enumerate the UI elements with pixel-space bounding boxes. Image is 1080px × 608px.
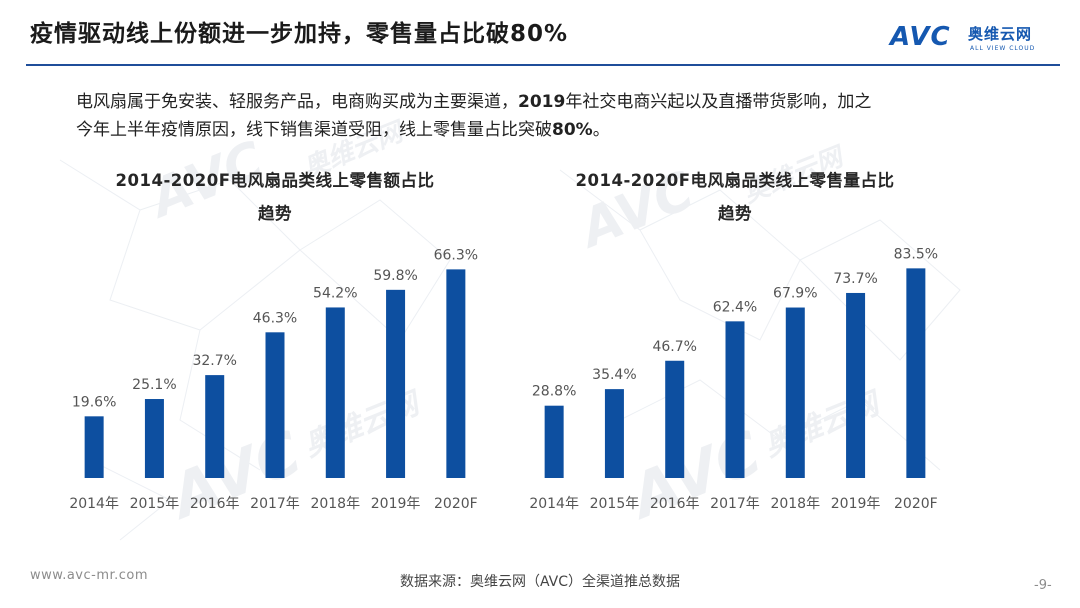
bar [446,269,466,478]
title-divider [26,64,1060,66]
footer-website: www.avc-mr.com [30,568,149,583]
bar [205,375,225,478]
bar-chart-sales-volume: 28.8% 2014年 35.4% 2015年 46.7% 2016年 62.4% 2017年… [529,246,938,512]
summary-line2-bold: 80% [552,120,593,140]
logo-name-en: ALL VIEW CLOUD [970,45,1036,52]
data-label: 32.7% [192,353,236,369]
data-label: 66.3% [434,247,478,263]
logo-mark: AVC [890,22,951,52]
bar [604,389,624,478]
bar [144,399,164,478]
bar [325,307,345,478]
x-tick-label: 2016年 [190,496,240,512]
data-label: 67.9% [773,286,817,302]
summary-text: 电风扇属于免安装、轻服务产品，电商购买成为主要渠道，2019年社交电商兴起以及直… [76,88,1026,144]
bar [544,405,564,478]
bar [265,332,285,478]
data-label: 54.2% [313,285,357,301]
x-tick-label: 2019年 [371,496,421,512]
chart-title-line1: 2014-2020F电风扇品类线上零售额占比 [115,171,435,190]
data-label: 59.8% [373,268,417,284]
footer-data-source: 数据来源：奥维云网（AVC）全渠道推总数据 [399,574,681,590]
x-tick-label: 2014年 [529,496,579,512]
x-tick-label: 2017年 [710,496,760,512]
bar [386,289,406,478]
data-label: 28.8% [532,384,576,400]
data-label: 35.4% [592,367,636,383]
bar [846,292,866,478]
logo-name-cn: 奥维云网 [968,25,1033,43]
summary-line1-bold: 2019 [518,92,566,112]
x-tick-label: 2016年 [650,496,700,512]
chart-title-sales-value: 2014-2020F电风扇品类线上零售额占比 趋势 [60,164,490,230]
x-tick-label: 2020F [434,496,478,512]
chart-title-sales-volume: 2014-2020F电风扇品类线上零售量占比 趋势 [520,164,950,230]
x-tick-label: 2014年 [69,496,119,512]
chart-title-line2: 趋势 [718,204,752,223]
chart-title-line2: 趋势 [258,204,292,223]
data-label: 46.3% [253,310,297,326]
data-label: 19.6% [72,394,116,410]
x-tick-label: 2019年 [831,496,881,512]
x-tick-label: 2017年 [250,496,300,512]
data-label: 46.7% [652,339,696,355]
data-label: 25.1% [132,377,176,393]
x-tick-label: 2015年 [590,496,640,512]
bar-chart-sales-value: 19.6% 2014年 25.1% 2015年 32.7% 2016年 46.3% 2017年… [69,247,478,512]
data-label: 73.7% [833,271,877,287]
x-tick-label: 2020F [894,496,938,512]
chart-title-line1: 2014-2020F电风扇品类线上零售量占比 [575,171,895,190]
bar [725,321,745,478]
x-tick-label: 2018年 [770,496,820,512]
summary-line1-b: 年社交电商兴起以及直播带货影响，加之 [565,92,872,112]
x-tick-label: 2015年 [130,496,180,512]
data-label: 62.4% [713,299,757,315]
summary-line2-b: 。 [592,120,610,140]
summary-line2-a: 今年上半年疫情原因，线下销售渠道受阻，线上零售量占比突破 [76,120,552,140]
x-tick-label: 2018年 [310,496,360,512]
bar [785,307,805,478]
bar [906,268,926,478]
bar [84,416,104,478]
page-number: -9- [1034,578,1052,593]
page-title: 疫情驱动线上份额进一步加持，零售量占比破80% [30,21,569,47]
data-label: 83.5% [894,246,938,262]
avc-logo: AVC 奥维云网 ALL VIEW CLOUD [890,20,1060,60]
summary-line1-a: 电风扇属于免安装、轻服务产品，电商购买成为主要渠道， [76,92,518,112]
bar [665,360,685,478]
